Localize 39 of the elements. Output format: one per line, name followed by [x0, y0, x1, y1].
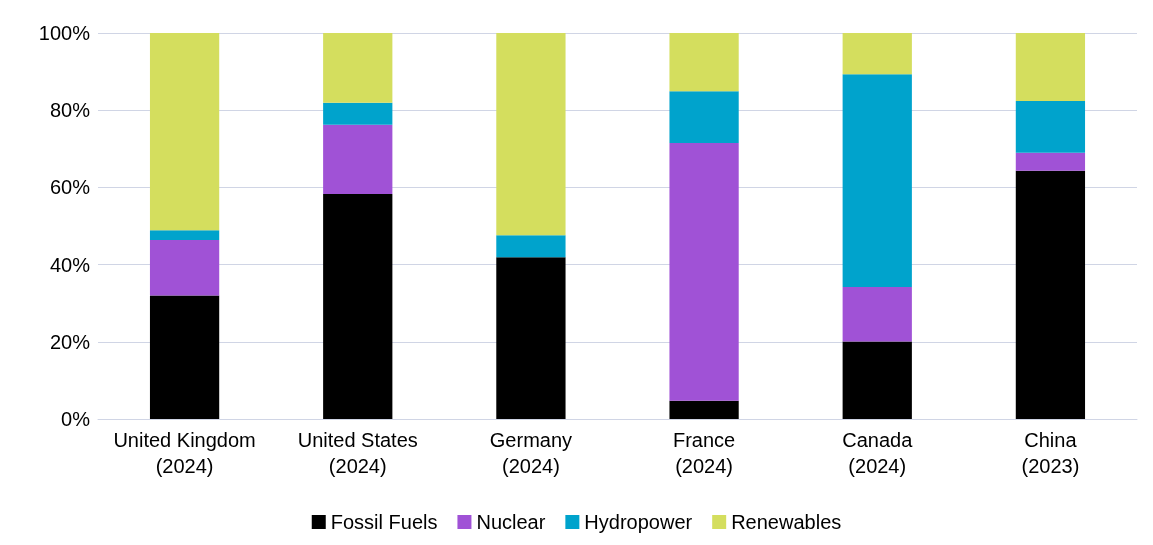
- x-tick-label: Canada (2024): [842, 429, 914, 477]
- bar: [323, 102, 393, 125]
- bar: [323, 33, 393, 103]
- bar: [1015, 170, 1086, 419]
- y-tick-label: 0%: [61, 408, 91, 430]
- bar: [1015, 100, 1086, 153]
- y-tick-label: 20%: [49, 330, 91, 353]
- y-tick-label: 40%: [49, 253, 91, 276]
- bar: [669, 400, 739, 419]
- bar: [842, 33, 912, 75]
- legend-label: Hydropower: [584, 511, 693, 533]
- x-tick-label: China (2023): [1021, 429, 1080, 477]
- y-tick-label: 80%: [49, 99, 91, 122]
- bar: [842, 74, 912, 287]
- bar: [496, 33, 566, 236]
- bar: [323, 124, 393, 194]
- x-tick-label: Germany (2024): [489, 429, 573, 477]
- bar: [1015, 33, 1086, 101]
- bar: [669, 33, 739, 92]
- bar: [323, 193, 393, 419]
- x-tick-label: United Kingdom (2024): [113, 429, 256, 477]
- y-tick-label: 100%: [38, 22, 91, 44]
- bar: [669, 143, 739, 401]
- y-tick-label: 60%: [49, 176, 91, 199]
- bar: [842, 341, 912, 419]
- bar: [496, 257, 566, 419]
- x-tick-label: United States (2024): [297, 429, 418, 477]
- legend-label: Nuclear: [476, 511, 546, 533]
- legend-label: Fossil Fuels: [330, 511, 438, 533]
- bar: [842, 286, 912, 342]
- bar: [149, 33, 220, 231]
- bar: [1015, 152, 1086, 171]
- bar: [669, 91, 739, 144]
- bar: [149, 295, 220, 419]
- x-tick-label: France (2024): [672, 429, 736, 477]
- bar: [149, 239, 220, 296]
- legend-label: Renewables: [731, 511, 842, 533]
- bar: [149, 230, 220, 240]
- bar: [496, 235, 566, 258]
